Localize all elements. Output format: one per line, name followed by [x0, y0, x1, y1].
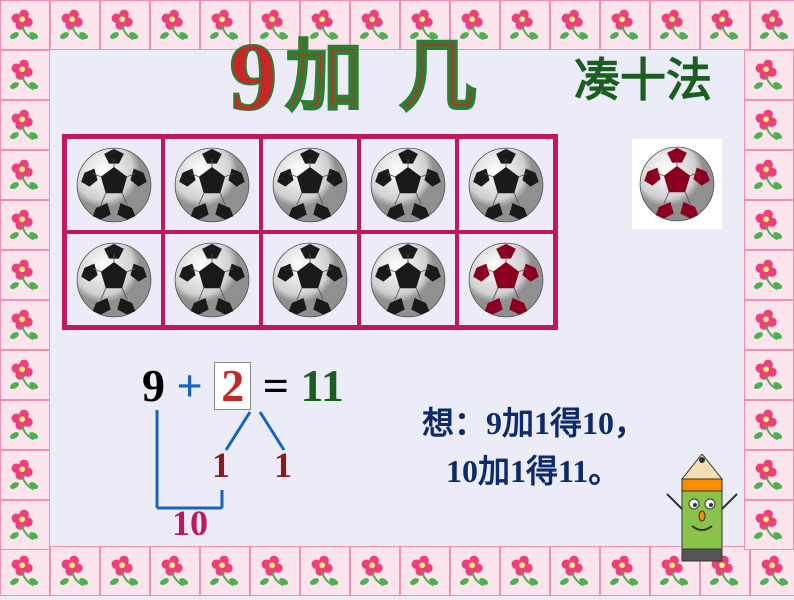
title-nine: 9	[229, 23, 285, 130]
ball-cell	[65, 232, 163, 327]
border-tile	[744, 250, 794, 300]
border-tile	[744, 450, 794, 500]
title-row: 9加 几 凑十法	[52, 14, 742, 124]
subtitle: 凑十法	[574, 44, 712, 110]
explain-line2: 10加1得11。	[446, 453, 620, 489]
ball-cell	[163, 232, 261, 327]
branch-sum: 10	[172, 502, 208, 544]
explanation-text: 想：9加1得10， 10加1得11。	[422, 399, 646, 495]
ball-cell	[457, 137, 555, 232]
border-tile	[744, 200, 794, 250]
explain-prefix: 想：	[422, 405, 486, 441]
ball-cell	[65, 137, 163, 232]
border-tile	[0, 546, 50, 596]
pencil-character-icon	[662, 454, 742, 564]
ball-grid	[62, 134, 558, 330]
branch-split-left: 1	[212, 444, 230, 486]
explain-line1: 9加1得10，	[486, 405, 646, 441]
border-tile	[0, 300, 50, 350]
border-tile	[744, 500, 794, 550]
border-tile	[0, 500, 50, 550]
border-tile	[744, 400, 794, 450]
content-area: 9加 几 凑十法	[52, 14, 742, 546]
border-tile	[750, 546, 794, 596]
border-tile	[0, 100, 50, 150]
border-tile	[0, 50, 50, 100]
border-tile	[0, 250, 50, 300]
equation-area: 9 + 2 = 11 1 1 10 想：9加1得10， 10加1得11。	[52, 354, 742, 554]
border-tile	[0, 200, 50, 250]
border-tile	[0, 150, 50, 200]
ball-cell	[261, 137, 359, 232]
ball-area	[52, 134, 742, 334]
border-tile	[744, 150, 794, 200]
border-tile	[0, 350, 50, 400]
border-tile	[0, 0, 50, 50]
border-tile	[750, 0, 794, 50]
ball-cell	[359, 137, 457, 232]
ball-cell	[261, 232, 359, 327]
border-tile	[744, 300, 794, 350]
ball-cell	[457, 232, 555, 327]
border-tile	[744, 350, 794, 400]
ball-cell	[163, 137, 261, 232]
border-tile	[744, 50, 794, 100]
ball-cell	[359, 232, 457, 327]
border-tile	[744, 100, 794, 150]
main-title: 9加 几	[229, 14, 485, 132]
branch-split-right: 1	[274, 444, 292, 486]
title-text: 加 几	[285, 33, 485, 120]
border-tile	[0, 450, 50, 500]
extra-ball	[632, 139, 722, 229]
border-tile	[0, 400, 50, 450]
